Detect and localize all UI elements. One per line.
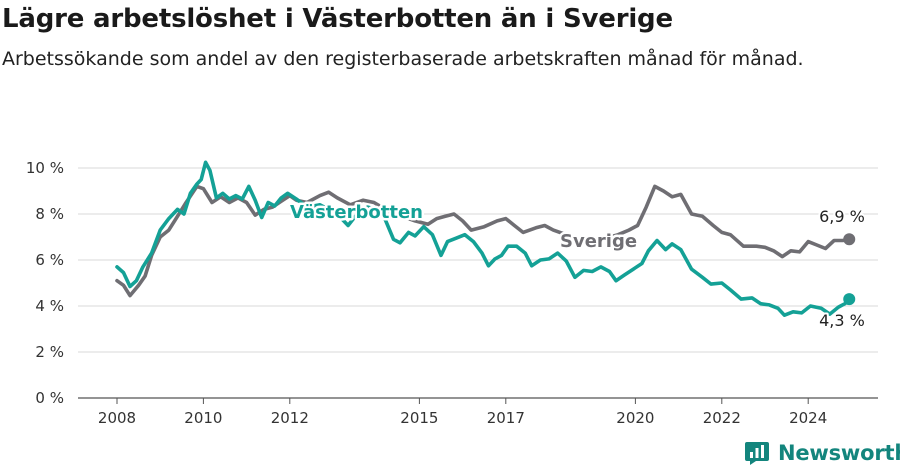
- series-label-vasterbotten: Västerbotten: [290, 202, 423, 223]
- series-line-sverige: [115, 184, 851, 298]
- series-line-vasterbotten: [115, 160, 851, 317]
- x-tick-label: 2020: [616, 409, 654, 427]
- y-tick-label: 10 %: [26, 159, 64, 177]
- y-tick-label: 0 %: [35, 389, 64, 407]
- brand: Newsworthy: [744, 440, 900, 466]
- grid-lines: [78, 167, 878, 399]
- y-tick-label: 8 %: [35, 205, 64, 223]
- x-tick-label: 2012: [271, 409, 309, 427]
- x-tick-label: 2017: [487, 409, 525, 427]
- end-value-label-vasterbotten: 4,3 %: [819, 311, 865, 330]
- y-tick-label: 4 %: [35, 297, 64, 315]
- chart-subtitle: Arbetssökande som andel av den registerb…: [2, 48, 804, 70]
- end-point-sverige: [843, 233, 856, 246]
- x-tick-label: 2008: [98, 409, 136, 427]
- y-tick-label: 6 %: [35, 251, 64, 269]
- end-point-vasterbotten: [843, 293, 856, 306]
- x-tick-label: 2024: [789, 409, 827, 427]
- chart-title: Lägre arbetslöshet i Västerbotten än i S…: [2, 4, 673, 34]
- x-tick-label: 2010: [184, 409, 222, 427]
- series-labels: Sverige 6,9 % Västerbotten 4,3 %: [288, 200, 867, 333]
- series-label-sverige: Sverige: [560, 231, 637, 252]
- x-tick-label: 2015: [400, 409, 438, 427]
- series-lines: [115, 160, 856, 317]
- end-value-label-sverige: 6,9 %: [819, 207, 865, 226]
- y-tick-label: 2 %: [35, 343, 64, 361]
- brand-name: Newsworthy: [778, 441, 900, 465]
- x-tick-label: 2022: [703, 409, 741, 427]
- axis-ticks: 0 % 2 % 4 % 6 % 8 % 10 % 2008 2010 2012 2015 2017 2…: [26, 159, 827, 427]
- bar-chart-logo-icon: [745, 442, 769, 465]
